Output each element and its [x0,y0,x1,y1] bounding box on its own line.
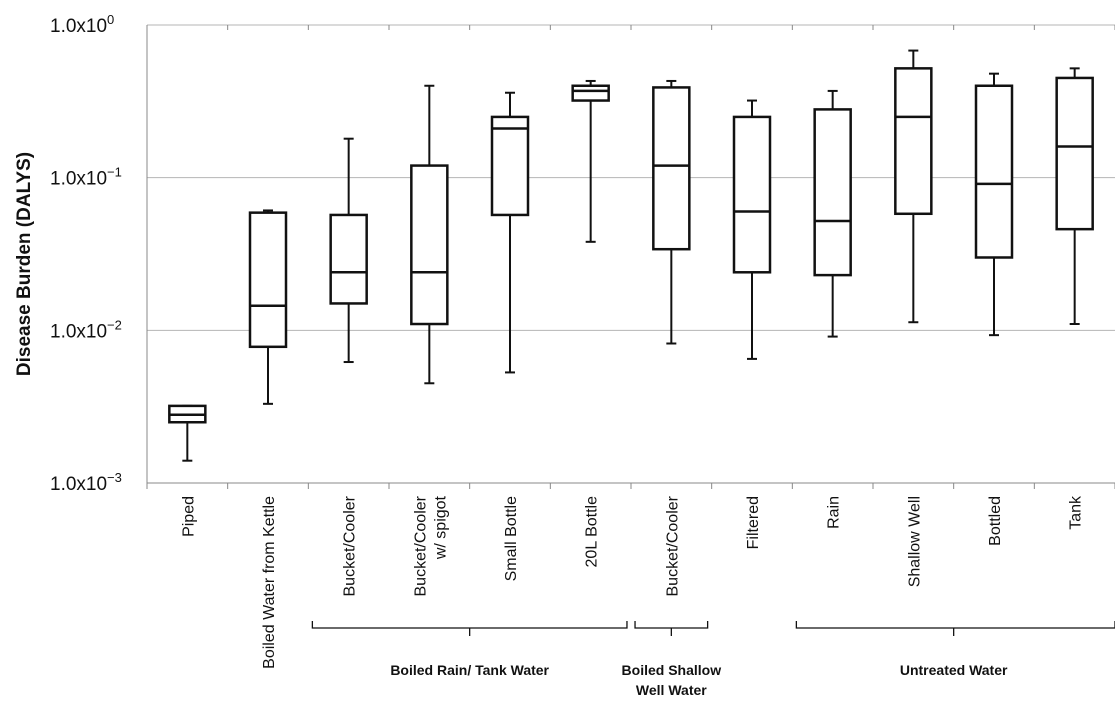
category-label: Bucket/Cooler [342,495,359,596]
y-axis-label: Disease Burden (DALYS) [14,152,35,376]
boxes [168,49,1094,462]
group-2: Boiled Shallow Well Water [622,621,722,698]
iqr-box [248,211,288,349]
y-tick-label: 1.0x10−1 [50,165,122,190]
category-label: Bucket/Cooler [664,495,681,596]
box-2 [248,209,288,405]
box-3 [329,137,368,364]
iqr-box [894,67,933,216]
group-1: Boiled Rain/ Tank Water [311,621,628,678]
category-label: w/ spigot [432,495,449,560]
group-bracket [311,621,628,629]
iqr-box [571,84,610,102]
box-7 [652,79,691,345]
iqr-box [490,115,530,217]
iqr-box [813,108,852,277]
group-label: Well Water [636,682,707,698]
group-label: Untreated Water [900,662,1008,678]
iqr-box [652,86,691,251]
group-bracket [795,621,1115,629]
category-label: Piped [180,496,197,537]
category-label: Bucket/Cooler [412,495,429,596]
group-brackets: Boiled Rain/ Tank Water Boiled Shallow Wel… [311,621,1115,698]
axes [146,25,1115,489]
box-10 [894,49,933,324]
box-1 [168,404,207,462]
category-label: Small Bottle [503,496,520,581]
box-5 [490,91,530,374]
group-bracket [634,621,709,629]
y-axis-ticks: 1.0x100 1.0x10−1 1.0x10−2 1.0x10−3 [50,12,122,495]
box-12 [1055,67,1094,326]
gridlines [147,24,1115,331]
y-tick-label: 1.0x100 [50,12,114,37]
iqr-box [329,213,368,305]
iqr-box [974,84,1014,259]
box-4 [410,84,449,385]
box-6 [571,79,610,243]
group-label: Boiled Rain/ Tank Water [390,662,549,678]
y-tick-label: 1.0x10−2 [50,317,122,342]
category-labels: Piped Boiled Water from Kettle Bucket/Cool… [180,495,1084,669]
category-label: Boiled Water from Kettle [261,496,278,669]
category-label: Bottled [987,496,1004,546]
category-label: Shallow Well [906,496,923,587]
category-label: 20L Bottle [584,496,601,568]
box-8 [732,99,772,360]
box-11 [974,72,1014,337]
category-label: Tank [1068,495,1085,530]
category-label: Rain [826,496,843,529]
category-label: Filtered [745,496,762,549]
group-label: Boiled Shallow [622,662,722,678]
group-3: Untreated Water [795,621,1115,678]
iqr-box [410,164,449,326]
iqr-box [1055,76,1094,231]
y-tick-label: 1.0x10−3 [50,470,122,495]
box-9 [813,89,852,338]
iqr-box [732,115,772,274]
